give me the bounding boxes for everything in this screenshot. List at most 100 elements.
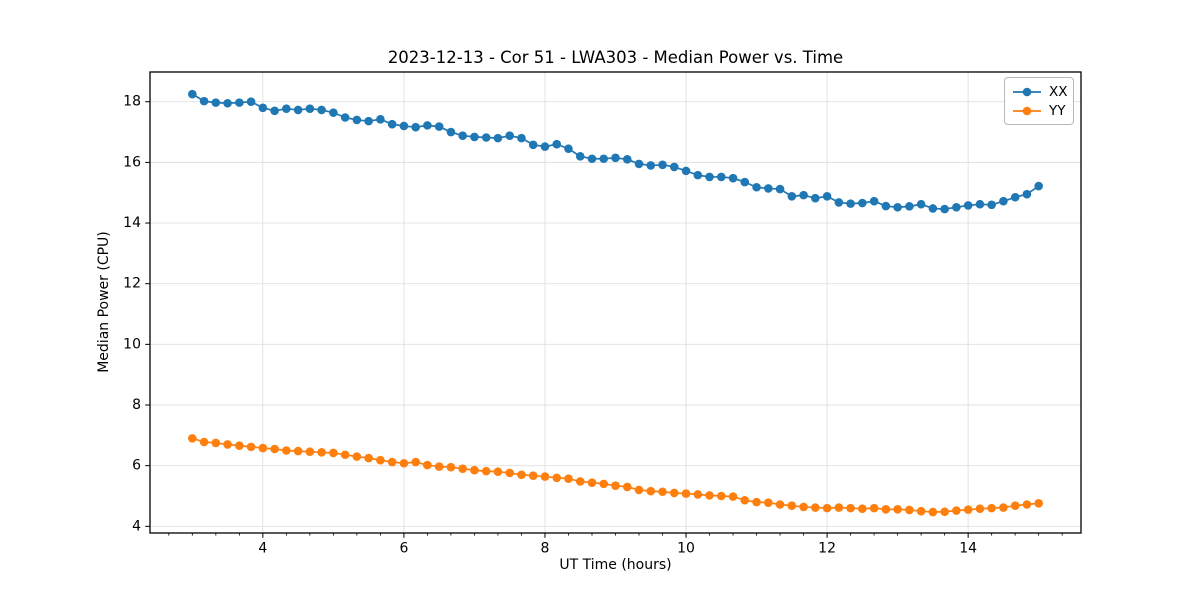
- data-point: [669, 488, 679, 498]
- data-point: [235, 98, 244, 107]
- x-tick-label: 4: [258, 541, 267, 557]
- data-point: [787, 501, 797, 511]
- data-point: [775, 500, 785, 509]
- data-point: [246, 442, 256, 452]
- data-point: [716, 172, 726, 182]
- data-point: [305, 447, 315, 457]
- data-point: [928, 507, 938, 517]
- data-point: [575, 477, 585, 486]
- data-point: [599, 479, 609, 489]
- data-point: [893, 505, 902, 514]
- data-point: [799, 190, 808, 200]
- data-point: [963, 201, 973, 210]
- data-point: [282, 104, 291, 113]
- data-point: [446, 127, 456, 137]
- data-point: [552, 473, 562, 483]
- y-tick-label: 8: [132, 397, 141, 413]
- data-point: [928, 204, 938, 213]
- data-point: [622, 482, 632, 492]
- series-yy-markers: [188, 434, 1043, 517]
- data-point: [599, 154, 609, 164]
- data-point: [211, 98, 221, 107]
- data-point: [258, 103, 268, 113]
- y-tick-label: 16: [123, 154, 141, 170]
- legend-label: XX: [1049, 83, 1068, 100]
- data-point: [634, 159, 644, 169]
- data-point: [940, 204, 949, 214]
- data-point: [564, 144, 573, 154]
- data-point: [329, 108, 338, 117]
- data-point: [752, 497, 761, 507]
- data-point: [822, 192, 832, 201]
- data-point: [235, 441, 244, 450]
- data-point: [223, 98, 232, 108]
- data-point: [1010, 192, 1020, 202]
- x-tick-label: 6: [399, 541, 408, 557]
- data-point: [423, 121, 432, 130]
- data-point: [528, 140, 538, 150]
- data-point: [517, 470, 526, 480]
- data-point: [270, 106, 279, 116]
- data-point: [188, 434, 197, 443]
- data-point: [858, 504, 867, 514]
- data-point: [940, 507, 949, 517]
- data-point: [834, 503, 844, 512]
- data-point: [446, 462, 456, 472]
- data-point: [740, 495, 750, 505]
- data-point: [493, 467, 503, 477]
- data-point: [799, 502, 808, 512]
- data-point: [246, 97, 256, 107]
- data-point: [364, 116, 373, 126]
- x-axis-label: UT Time (hours): [559, 557, 672, 573]
- x-tick-label: 12: [818, 541, 836, 557]
- legend-marker-icon: [1013, 106, 1041, 115]
- data-point: [587, 154, 597, 164]
- data-point: [975, 504, 985, 514]
- y-tick-label: 6: [132, 458, 141, 474]
- data-point: [376, 115, 385, 124]
- data-point: [999, 503, 1008, 512]
- data-point: [622, 155, 632, 164]
- data-point: [611, 153, 620, 163]
- data-point: [658, 160, 667, 170]
- y-tick-label: 12: [123, 276, 141, 292]
- data-point: [434, 122, 444, 131]
- data-point: [916, 199, 926, 209]
- data-point: [470, 465, 479, 475]
- data-point: [634, 485, 644, 495]
- data-point: [975, 199, 985, 209]
- data-point: [517, 133, 526, 143]
- data-point: [481, 466, 491, 476]
- data-point: [540, 142, 550, 151]
- series-xx-markers: [188, 89, 1043, 214]
- data-point: [434, 462, 444, 471]
- data-point: [811, 503, 820, 512]
- legend: XX YY: [1004, 77, 1074, 125]
- data-point: [658, 487, 667, 497]
- data-point: [999, 196, 1008, 206]
- data-point: [528, 471, 538, 480]
- legend-marker-icon: [1013, 87, 1041, 96]
- data-point: [728, 492, 738, 501]
- data-point: [387, 457, 397, 467]
- data-point: [411, 457, 420, 467]
- data-point: [705, 491, 714, 500]
- data-point: [846, 503, 855, 513]
- data-point: [869, 503, 879, 513]
- data-point: [458, 464, 467, 474]
- data-point: [787, 192, 797, 201]
- data-point: [905, 505, 914, 515]
- data-point: [575, 152, 585, 161]
- data-point: [881, 505, 891, 514]
- y-tick-label: 18: [123, 94, 141, 110]
- data-point: [423, 460, 432, 470]
- data-point: [693, 490, 703, 499]
- y-tick-label: 10: [123, 336, 141, 352]
- data-point: [764, 498, 773, 507]
- data-point: [270, 444, 279, 454]
- data-point: [963, 505, 973, 514]
- data-point: [764, 184, 773, 193]
- data-point: [211, 438, 221, 448]
- data-point: [399, 458, 409, 468]
